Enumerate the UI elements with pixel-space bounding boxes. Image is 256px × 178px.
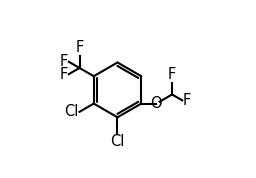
Text: Cl: Cl	[65, 104, 79, 119]
Text: F: F	[168, 67, 176, 82]
Text: Cl: Cl	[110, 134, 125, 150]
Text: O: O	[151, 96, 162, 111]
Text: F: F	[183, 93, 191, 108]
Text: F: F	[75, 40, 84, 55]
Text: F: F	[60, 67, 68, 82]
Text: F: F	[60, 54, 68, 69]
